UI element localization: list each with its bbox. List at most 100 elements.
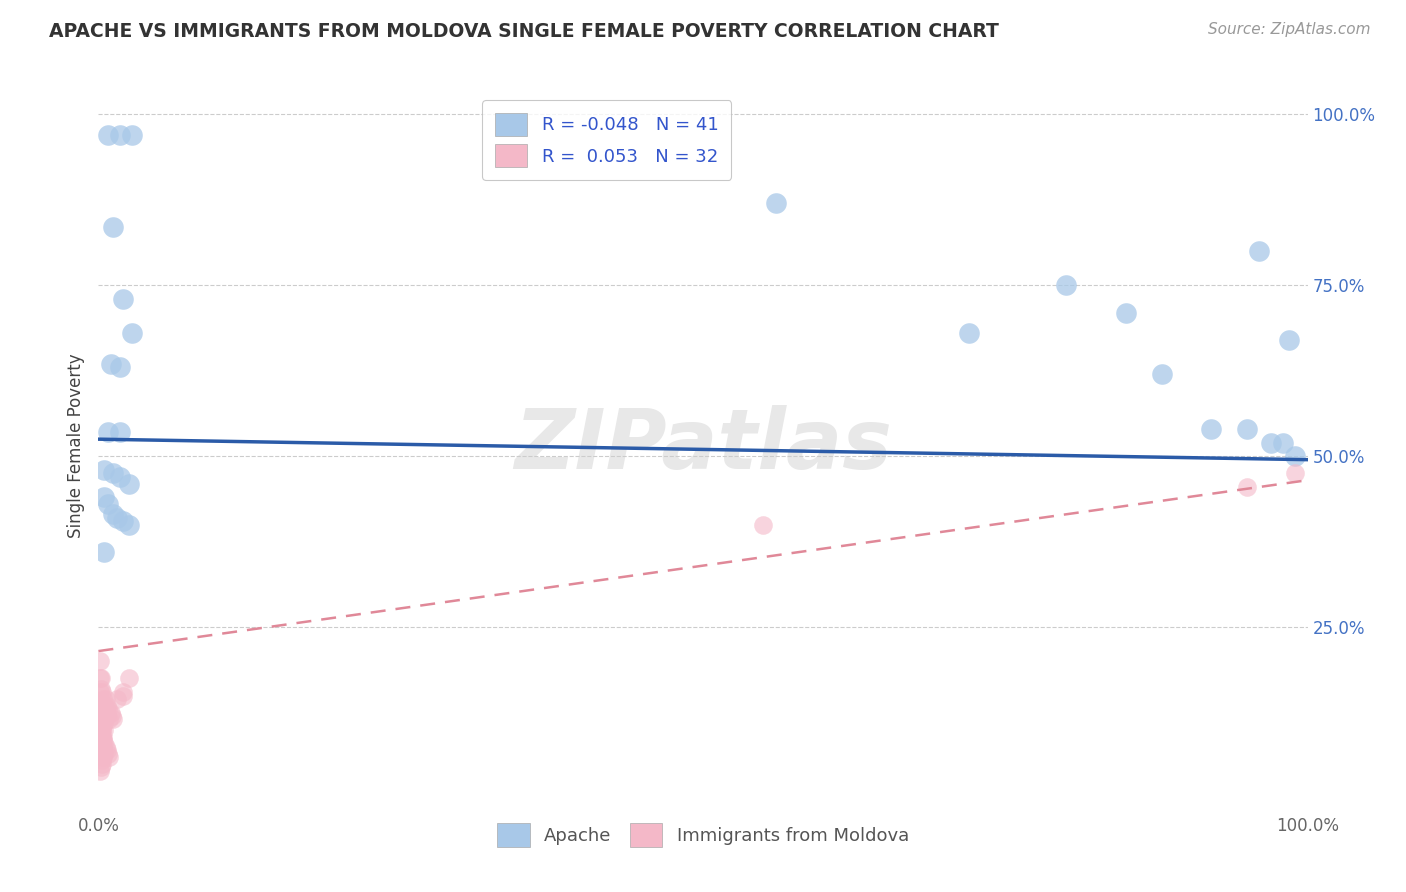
Point: [1236, 480, 1258, 494]
Point: [90, 709, 112, 723]
Point: [90, 760, 112, 774]
Point: [89, 715, 111, 730]
Point: [90, 681, 112, 696]
Legend: Apache, Immigrants from Moldova: Apache, Immigrants from Moldova: [491, 816, 915, 854]
Point: [101, 220, 124, 235]
Point: [93, 736, 115, 750]
Point: [89, 672, 111, 686]
Point: [96, 698, 118, 713]
Point: [1278, 333, 1301, 347]
Point: [118, 672, 141, 686]
Point: [91, 685, 114, 699]
Point: [100, 706, 122, 720]
Point: [118, 476, 141, 491]
Point: [91, 736, 114, 750]
Point: [89, 726, 111, 740]
Point: [118, 517, 141, 532]
Point: [1284, 467, 1306, 481]
Point: [91, 754, 114, 768]
Point: [90, 726, 112, 740]
Point: [1152, 368, 1174, 382]
Point: [101, 713, 124, 727]
Text: Source: ZipAtlas.com: Source: ZipAtlas.com: [1208, 22, 1371, 37]
Point: [96, 709, 118, 723]
Point: [121, 326, 143, 341]
Point: [101, 508, 124, 522]
Point: [111, 514, 134, 528]
Point: [765, 196, 787, 211]
Point: [89, 654, 111, 668]
Point: [97, 497, 120, 511]
Point: [94, 692, 117, 706]
Point: [96, 743, 118, 757]
Point: [94, 739, 117, 754]
Point: [93, 490, 115, 504]
Point: [957, 326, 980, 341]
Point: [108, 128, 131, 142]
Point: [89, 685, 111, 699]
Point: [111, 689, 134, 703]
Point: [1054, 278, 1077, 293]
Point: [105, 510, 128, 524]
Point: [93, 545, 115, 559]
Point: [91, 756, 114, 771]
Point: [97, 747, 120, 761]
Point: [1199, 422, 1222, 436]
Point: [91, 730, 114, 744]
Point: [91, 730, 114, 744]
Point: [93, 463, 115, 477]
Point: [100, 357, 122, 371]
Point: [94, 702, 117, 716]
Point: [90, 743, 112, 757]
Point: [90, 695, 112, 709]
Point: [93, 747, 115, 761]
Point: [89, 723, 111, 737]
Point: [111, 292, 134, 306]
Point: [1115, 306, 1137, 320]
Point: [91, 739, 114, 754]
Point: [91, 713, 114, 727]
Point: [91, 723, 114, 737]
Point: [91, 713, 114, 727]
Point: [91, 698, 114, 713]
Point: [752, 517, 775, 532]
Point: [97, 702, 120, 716]
Point: [1260, 435, 1282, 450]
Point: [98, 713, 121, 727]
Point: [105, 692, 128, 706]
Point: [1272, 435, 1295, 450]
Point: [108, 425, 131, 440]
Point: [90, 713, 112, 727]
Point: [97, 425, 120, 440]
Point: [91, 730, 114, 744]
Y-axis label: Single Female Poverty: Single Female Poverty: [67, 354, 86, 538]
Point: [121, 128, 143, 142]
Point: [108, 469, 131, 483]
Point: [108, 360, 131, 375]
Point: [98, 750, 121, 764]
Point: [89, 733, 111, 747]
Point: [101, 467, 124, 481]
Point: [89, 764, 111, 778]
Point: [91, 747, 114, 761]
Point: [91, 733, 114, 747]
Point: [97, 128, 120, 142]
Point: [93, 715, 115, 730]
Point: [1249, 244, 1271, 259]
Point: [100, 709, 122, 723]
Point: [91, 750, 114, 764]
Point: [111, 685, 134, 699]
Point: [1236, 422, 1258, 436]
Point: [91, 692, 114, 706]
Point: [90, 719, 112, 733]
Point: [90, 672, 112, 686]
Point: [93, 706, 115, 720]
Point: [90, 733, 112, 747]
Text: ZIPatlas: ZIPatlas: [515, 406, 891, 486]
Point: [91, 723, 114, 737]
Point: [93, 723, 115, 737]
Point: [91, 706, 114, 720]
Text: APACHE VS IMMIGRANTS FROM MOLDOVA SINGLE FEMALE POVERTY CORRELATION CHART: APACHE VS IMMIGRANTS FROM MOLDOVA SINGLE…: [49, 22, 1000, 41]
Point: [91, 702, 114, 716]
Point: [1284, 449, 1306, 463]
